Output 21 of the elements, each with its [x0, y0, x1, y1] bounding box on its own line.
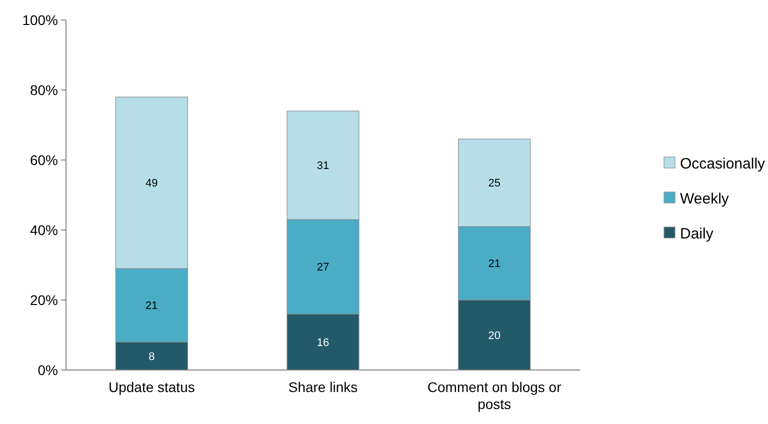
- data-label: 21: [146, 300, 158, 312]
- legend-label: Daily: [680, 225, 714, 242]
- y-tick-label: 20%: [30, 292, 58, 308]
- data-label: 25: [488, 178, 500, 190]
- legend-label: Occasionally: [680, 155, 766, 172]
- legend-label: Weekly: [680, 190, 730, 208]
- data-label: 49: [146, 178, 158, 190]
- y-tick-label: 60%: [30, 152, 58, 168]
- data-label: 31: [316, 160, 330, 172]
- data-label: 16: [316, 336, 330, 349]
- x-tick-label: Share links: [288, 379, 358, 395]
- data-label: 20: [488, 330, 500, 342]
- y-tick-label: 40%: [30, 222, 58, 238]
- x-tick-label: Update status: [108, 379, 195, 395]
- data-label: 27: [316, 262, 330, 274]
- y-tick-label: 100%: [22, 12, 58, 28]
- y-tick-label: 0%: [38, 362, 58, 378]
- x-tick-label: Comment on blogs or posts: [427, 379, 562, 412]
- data-label: 21: [488, 258, 500, 270]
- data-label: 8: [148, 350, 155, 363]
- y-tick-label: 80%: [30, 82, 58, 98]
